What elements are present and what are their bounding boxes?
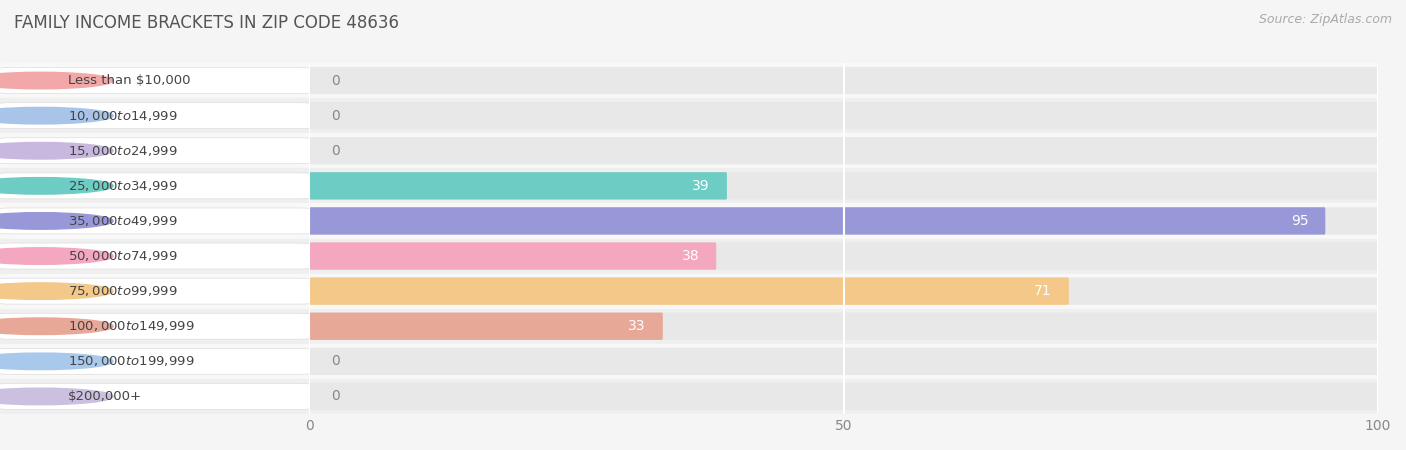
FancyBboxPatch shape (308, 207, 1326, 234)
Bar (0, 63, 309, 98)
Bar (0, 98, 309, 133)
Text: $75,000 to $99,999: $75,000 to $99,999 (67, 284, 177, 298)
FancyBboxPatch shape (0, 103, 315, 129)
FancyBboxPatch shape (308, 243, 716, 270)
Text: 0: 0 (330, 73, 339, 88)
Bar (0, 133, 309, 168)
FancyBboxPatch shape (0, 138, 315, 164)
Text: 33: 33 (628, 319, 645, 333)
Text: 38: 38 (682, 249, 699, 263)
Bar (309, 63, 1378, 98)
Bar (0, 168, 309, 203)
Text: $10,000 to $14,999: $10,000 to $14,999 (67, 108, 177, 123)
Text: 95: 95 (1291, 214, 1309, 228)
Bar (309, 98, 1378, 133)
FancyBboxPatch shape (308, 348, 1379, 375)
Text: $50,000 to $74,999: $50,000 to $74,999 (67, 249, 177, 263)
Text: 0: 0 (330, 108, 339, 123)
Text: Less than $10,000: Less than $10,000 (67, 74, 191, 87)
Bar (309, 379, 1378, 414)
Text: $25,000 to $34,999: $25,000 to $34,999 (67, 179, 177, 193)
Circle shape (0, 108, 112, 124)
Bar (309, 133, 1378, 168)
FancyBboxPatch shape (308, 313, 1379, 340)
FancyBboxPatch shape (308, 243, 1379, 270)
FancyBboxPatch shape (0, 243, 315, 269)
Bar (309, 238, 1378, 274)
FancyBboxPatch shape (308, 172, 727, 199)
FancyBboxPatch shape (308, 137, 1379, 164)
Circle shape (0, 283, 112, 299)
Text: 71: 71 (1035, 284, 1052, 298)
FancyBboxPatch shape (0, 68, 315, 94)
Circle shape (0, 248, 112, 264)
Bar (0, 309, 309, 344)
FancyBboxPatch shape (0, 383, 315, 410)
Text: $100,000 to $149,999: $100,000 to $149,999 (67, 319, 194, 333)
Circle shape (0, 213, 112, 229)
Circle shape (0, 178, 112, 194)
Text: 0: 0 (330, 354, 339, 369)
FancyBboxPatch shape (0, 313, 315, 339)
Bar (309, 309, 1378, 344)
Text: 0: 0 (330, 389, 339, 404)
Circle shape (0, 72, 112, 89)
FancyBboxPatch shape (308, 172, 1379, 199)
Text: $15,000 to $24,999: $15,000 to $24,999 (67, 144, 177, 158)
Circle shape (0, 318, 112, 334)
Bar (0, 238, 309, 274)
FancyBboxPatch shape (308, 67, 1379, 94)
FancyBboxPatch shape (308, 383, 1379, 410)
Bar (0, 379, 309, 414)
Bar (309, 344, 1378, 379)
FancyBboxPatch shape (0, 208, 315, 234)
FancyBboxPatch shape (308, 278, 1069, 305)
Circle shape (0, 353, 112, 369)
Text: 39: 39 (692, 179, 710, 193)
Text: 0: 0 (330, 144, 339, 158)
Text: FAMILY INCOME BRACKETS IN ZIP CODE 48636: FAMILY INCOME BRACKETS IN ZIP CODE 48636 (14, 14, 399, 32)
Bar (0, 203, 309, 238)
Text: Source: ZipAtlas.com: Source: ZipAtlas.com (1258, 14, 1392, 27)
FancyBboxPatch shape (308, 207, 1379, 234)
FancyBboxPatch shape (308, 313, 662, 340)
Bar (0, 274, 309, 309)
Circle shape (0, 143, 112, 159)
FancyBboxPatch shape (308, 102, 1379, 129)
Text: $150,000 to $199,999: $150,000 to $199,999 (67, 354, 194, 369)
Bar (309, 168, 1378, 203)
FancyBboxPatch shape (0, 173, 315, 199)
Bar (0, 344, 309, 379)
FancyBboxPatch shape (0, 348, 315, 374)
Text: $200,000+: $200,000+ (67, 390, 142, 403)
Bar (309, 274, 1378, 309)
FancyBboxPatch shape (0, 278, 315, 304)
Bar (309, 203, 1378, 238)
Text: $35,000 to $49,999: $35,000 to $49,999 (67, 214, 177, 228)
Circle shape (0, 388, 112, 405)
FancyBboxPatch shape (308, 278, 1379, 305)
